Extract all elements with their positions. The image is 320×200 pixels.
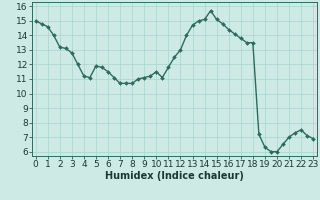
X-axis label: Humidex (Indice chaleur): Humidex (Indice chaleur) [105, 171, 244, 181]
